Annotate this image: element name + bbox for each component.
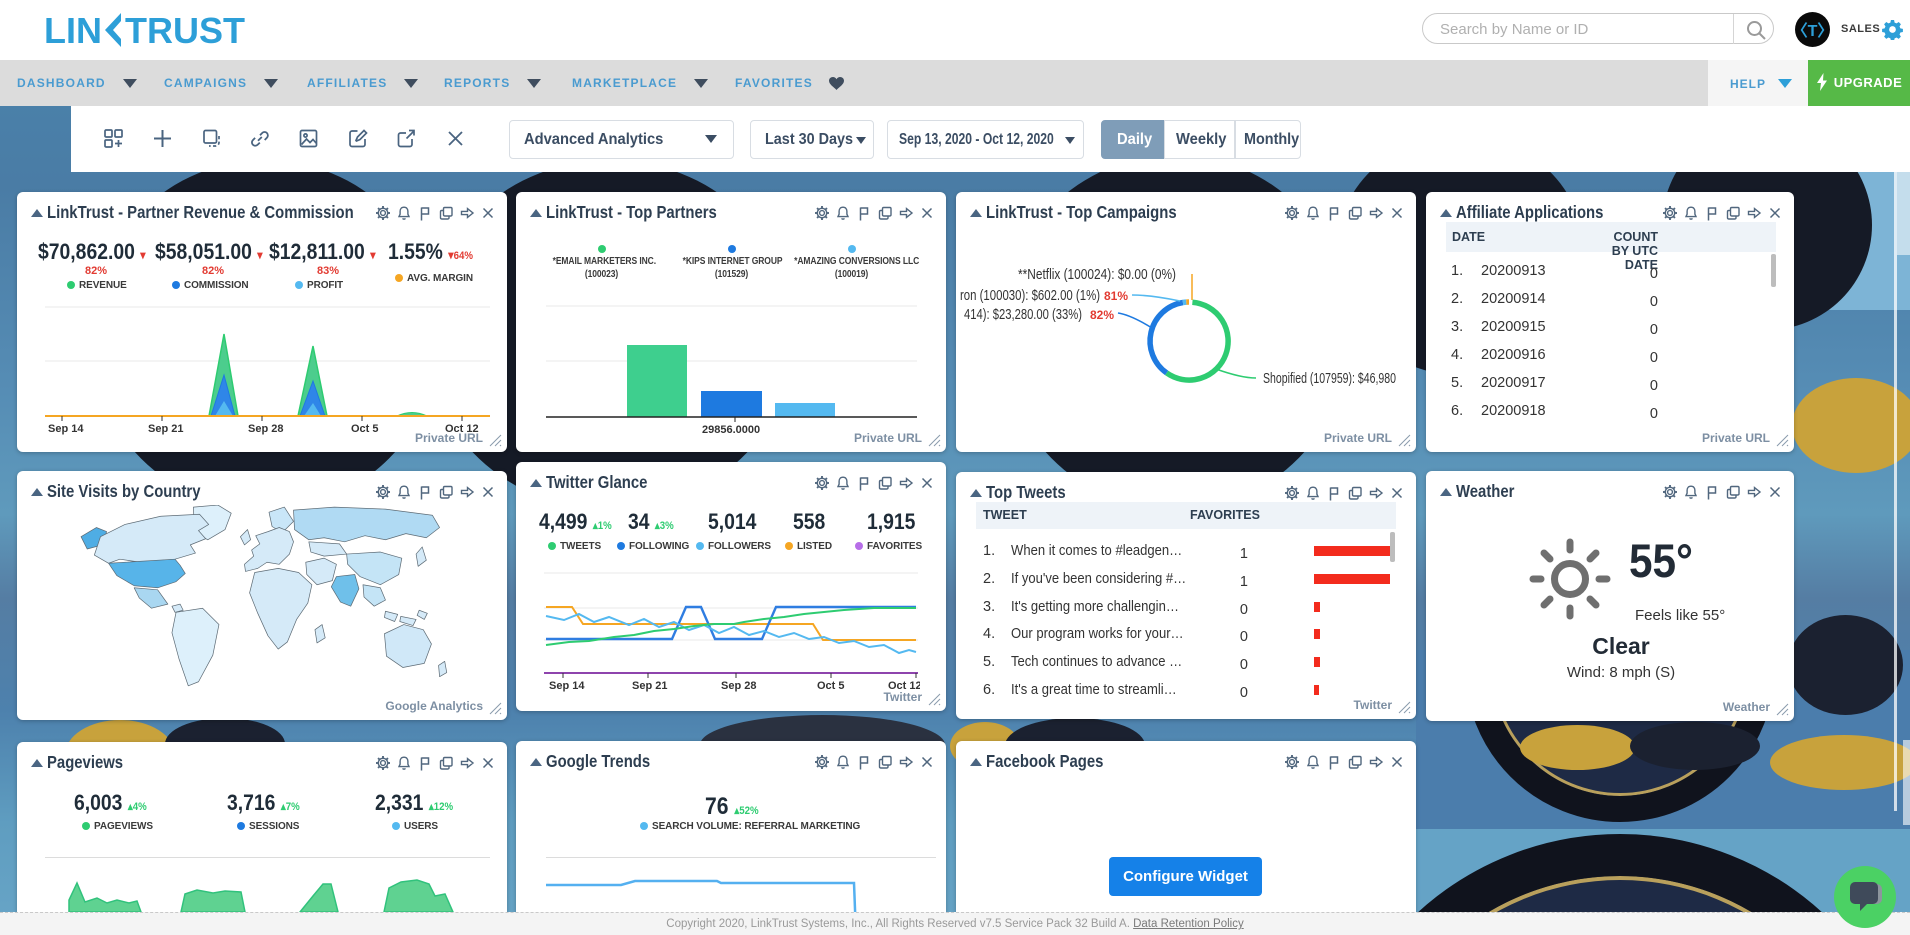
svg-text:Oct 12: Oct 12 — [888, 680, 920, 692]
svg-text:**Netflix (100024): $0.00 (0%): **Netflix (100024): $0.00 (0%) — [1018, 267, 1176, 283]
svg-text:Sep 14: Sep 14 — [549, 680, 585, 692]
svg-text:Sep 21: Sep 21 — [148, 423, 183, 435]
svg-text:Oct 5: Oct 5 — [817, 680, 845, 692]
svg-text:ron (100030): $602.00 (1%): ron (100030): $602.00 (1%) — [960, 288, 1100, 304]
svg-text:Shopified (107959): $46,980: Shopified (107959): $46,980 — [1263, 371, 1396, 387]
svg-text:Sep 28: Sep 28 — [721, 680, 756, 692]
svg-text:Oct 12: Oct 12 — [445, 423, 479, 435]
svg-text:82%: 82% — [1090, 308, 1114, 322]
svg-text:TRUST: TRUST — [125, 11, 245, 49]
svg-text:Oct 5: Oct 5 — [351, 423, 379, 435]
svg-text:29856.0000: 29856.0000 — [702, 424, 760, 436]
svg-text:LIN: LIN — [44, 11, 102, 49]
svg-text:Sep 14: Sep 14 — [48, 423, 84, 435]
svg-text:414): $23,280.00 (33%): 414): $23,280.00 (33%) — [964, 307, 1082, 323]
svg-text:Sep 21: Sep 21 — [632, 680, 667, 692]
svg-text:Sep 28: Sep 28 — [248, 423, 283, 435]
svg-text:〈T〉: 〈T〉 — [1795, 22, 1830, 40]
svg-text:81%: 81% — [1104, 289, 1128, 303]
